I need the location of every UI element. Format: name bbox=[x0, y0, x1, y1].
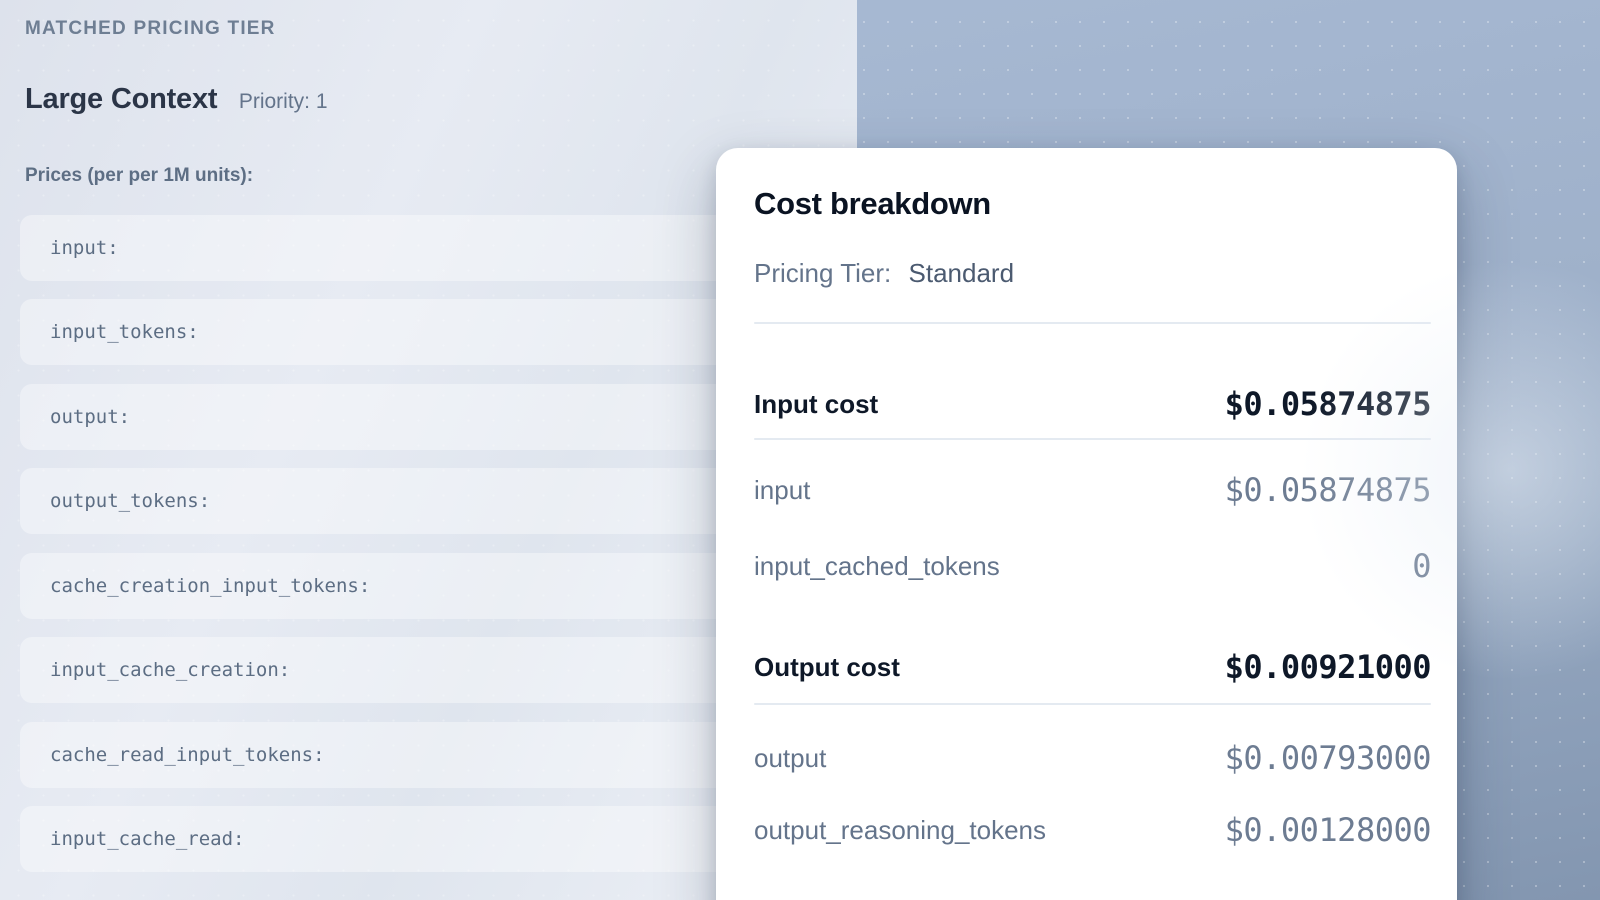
price-key-label: input_tokens: bbox=[50, 321, 199, 343]
input-cost-detail-row: input $0.05874875 bbox=[754, 470, 1432, 510]
divider bbox=[754, 438, 1431, 440]
price-key-row: input_cache_creation: bbox=[20, 637, 837, 703]
cost-detail-label: output bbox=[754, 743, 827, 773]
divider bbox=[754, 703, 1431, 705]
tier-line: Large Context Priority: 1 bbox=[25, 79, 328, 119]
tier-priority: Priority: 1 bbox=[238, 90, 328, 113]
price-key-row: cache_creation_input_tokens: bbox=[20, 553, 837, 619]
matched-pricing-tier-heading: MATCHED PRICING TIER bbox=[25, 18, 276, 39]
price-key-row: input: bbox=[20, 215, 837, 281]
price-key-label: cache_creation_input_tokens: bbox=[50, 575, 371, 597]
cost-breakdown-card-content: Cost breakdown Pricing Tier: Standard In… bbox=[754, 148, 1432, 900]
price-key-label: input_cache_read: bbox=[50, 828, 245, 850]
price-key-label: output_tokens: bbox=[50, 490, 211, 512]
output-cost-total-row: Output cost $0.00921000 bbox=[754, 647, 1432, 687]
pricing-tier-label: Pricing Tier: bbox=[754, 258, 892, 288]
input-cost-header: Input cost bbox=[754, 389, 879, 419]
price-key-row: cache_read_input_tokens: bbox=[20, 722, 837, 788]
cost-detail-value: 0 bbox=[1412, 547, 1431, 585]
price-key-row: input_cache_read: bbox=[20, 806, 837, 872]
divider bbox=[754, 322, 1431, 324]
pricing-tier-value: Standard bbox=[908, 258, 1015, 288]
cost-detail-label: input_cached_tokens bbox=[754, 551, 1000, 581]
price-key-label: output: bbox=[50, 406, 131, 428]
card-title: Cost breakdown bbox=[754, 186, 991, 221]
cost-detail-label: input bbox=[754, 475, 811, 505]
price-key-label: input_cache_creation: bbox=[50, 659, 291, 681]
output-cost-header: Output cost bbox=[754, 652, 900, 682]
matched-pricing-tier-panel: MATCHED PRICING TIER Large Context Prior… bbox=[0, 0, 857, 900]
cost-detail-value: $0.05874875 bbox=[1224, 471, 1432, 509]
output-cost-detail-row: output_reasoning_tokens $0.00128000 bbox=[754, 810, 1432, 850]
price-key-row: output_tokens: bbox=[20, 468, 837, 534]
output-cost-total-value: $0.00921000 bbox=[1224, 648, 1432, 686]
cost-detail-label: output_reasoning_tokens bbox=[754, 815, 1047, 845]
prices-heading: Prices (per per 1M units): bbox=[25, 165, 254, 186]
cost-detail-value: $0.00793000 bbox=[1224, 739, 1432, 777]
input-cost-total-row: Input cost $0.05874875 bbox=[754, 384, 1432, 424]
cost-breakdown-card: Cost breakdown Pricing Tier: Standard In… bbox=[716, 148, 1457, 900]
tier-name: Large Context bbox=[25, 83, 218, 115]
cost-detail-value: $0.00128000 bbox=[1224, 811, 1432, 849]
pricing-tier-line: Pricing Tier: Standard bbox=[754, 253, 1014, 293]
price-key-label: input: bbox=[50, 237, 119, 259]
input-cost-detail-row: input_cached_tokens 0 bbox=[754, 546, 1431, 586]
price-key-label: cache_read_input_tokens: bbox=[50, 744, 325, 766]
price-key-row: input_tokens: bbox=[20, 299, 837, 365]
input-cost-total-value: $0.05874875 bbox=[1224, 385, 1432, 423]
price-key-row: output: bbox=[20, 384, 837, 450]
output-cost-detail-row: output $0.00793000 bbox=[754, 738, 1432, 778]
